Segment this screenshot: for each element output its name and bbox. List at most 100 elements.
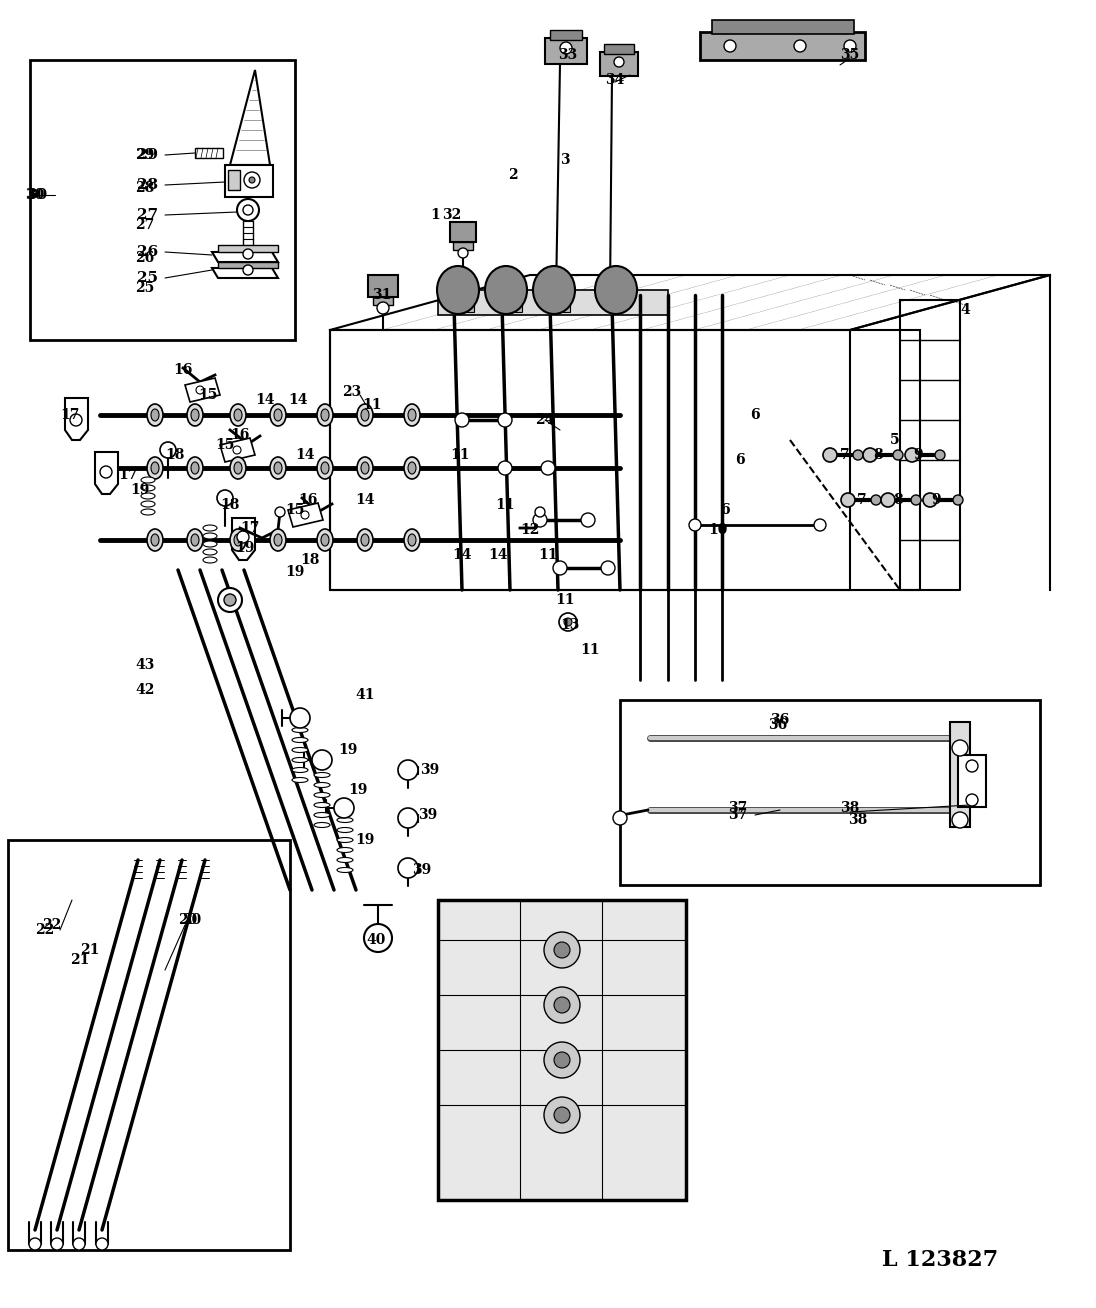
Ellipse shape xyxy=(187,404,203,426)
Bar xyxy=(600,52,638,76)
Text: 25: 25 xyxy=(136,281,155,296)
Bar xyxy=(228,170,240,190)
Ellipse shape xyxy=(147,404,163,426)
Ellipse shape xyxy=(313,763,330,768)
Text: 13: 13 xyxy=(560,617,580,632)
Circle shape xyxy=(275,508,285,517)
Ellipse shape xyxy=(292,718,308,722)
Text: 19: 19 xyxy=(130,483,150,497)
Circle shape xyxy=(564,617,572,627)
Circle shape xyxy=(689,519,701,531)
Circle shape xyxy=(553,997,570,1012)
Circle shape xyxy=(954,494,963,505)
Text: 7: 7 xyxy=(857,493,867,508)
Polygon shape xyxy=(230,71,270,165)
Circle shape xyxy=(312,749,332,770)
Ellipse shape xyxy=(203,542,217,547)
Text: 26: 26 xyxy=(137,245,159,259)
Circle shape xyxy=(544,988,580,1023)
Circle shape xyxy=(544,1097,580,1133)
Ellipse shape xyxy=(313,812,330,818)
Circle shape xyxy=(553,942,570,957)
Bar xyxy=(330,330,920,590)
Circle shape xyxy=(196,386,204,394)
Circle shape xyxy=(224,594,236,606)
Ellipse shape xyxy=(336,867,353,872)
Text: 7: 7 xyxy=(841,449,849,462)
Circle shape xyxy=(96,1237,109,1250)
Text: 14: 14 xyxy=(488,548,507,562)
Circle shape xyxy=(553,561,567,576)
Circle shape xyxy=(553,1107,570,1124)
Ellipse shape xyxy=(408,409,416,421)
Circle shape xyxy=(100,466,112,477)
Ellipse shape xyxy=(317,404,333,426)
Ellipse shape xyxy=(151,462,159,473)
Text: 36: 36 xyxy=(768,718,788,732)
Circle shape xyxy=(601,561,615,576)
Text: 16: 16 xyxy=(298,493,318,508)
Ellipse shape xyxy=(147,528,163,551)
Bar xyxy=(453,242,473,250)
Text: 36: 36 xyxy=(770,713,789,727)
Text: 38: 38 xyxy=(841,800,859,815)
Text: 8: 8 xyxy=(874,449,882,462)
Circle shape xyxy=(249,177,255,183)
Ellipse shape xyxy=(270,404,286,426)
Ellipse shape xyxy=(141,509,155,515)
Text: 30: 30 xyxy=(25,188,45,201)
Ellipse shape xyxy=(191,462,199,473)
Bar xyxy=(502,292,522,313)
Ellipse shape xyxy=(274,534,282,545)
Text: 21: 21 xyxy=(70,954,90,967)
Circle shape xyxy=(237,531,249,543)
Ellipse shape xyxy=(317,528,333,551)
Bar xyxy=(30,60,295,340)
Text: 17: 17 xyxy=(118,468,138,483)
Ellipse shape xyxy=(313,773,330,777)
Text: 28: 28 xyxy=(137,178,159,192)
Ellipse shape xyxy=(313,782,330,787)
Circle shape xyxy=(458,249,468,258)
Text: 11: 11 xyxy=(450,449,470,462)
Bar xyxy=(550,292,570,313)
Ellipse shape xyxy=(321,409,329,421)
Circle shape xyxy=(233,446,241,454)
Circle shape xyxy=(243,205,253,215)
Circle shape xyxy=(398,858,418,878)
Circle shape xyxy=(559,613,576,630)
Polygon shape xyxy=(232,518,255,560)
Circle shape xyxy=(290,708,310,729)
Circle shape xyxy=(398,760,418,780)
Text: 19: 19 xyxy=(355,833,375,848)
Circle shape xyxy=(893,450,903,460)
Text: 40: 40 xyxy=(366,933,386,947)
Circle shape xyxy=(952,812,968,828)
Text: 14: 14 xyxy=(295,449,315,462)
Bar xyxy=(368,275,398,297)
Ellipse shape xyxy=(151,409,159,421)
Bar xyxy=(438,290,667,315)
Bar xyxy=(398,766,418,774)
Text: 19: 19 xyxy=(339,743,357,757)
Bar xyxy=(700,31,865,60)
Text: 18: 18 xyxy=(300,553,320,566)
Text: 5: 5 xyxy=(890,433,900,447)
Ellipse shape xyxy=(357,404,373,426)
Text: 6: 6 xyxy=(750,408,760,422)
Ellipse shape xyxy=(187,456,203,479)
Text: 14: 14 xyxy=(355,493,375,508)
Circle shape xyxy=(217,490,233,506)
Ellipse shape xyxy=(151,534,159,545)
Text: 39: 39 xyxy=(419,808,437,821)
Text: 17: 17 xyxy=(240,521,260,535)
Text: 26: 26 xyxy=(136,251,155,266)
Text: 18: 18 xyxy=(220,498,240,511)
Circle shape xyxy=(724,41,737,52)
Ellipse shape xyxy=(203,525,217,531)
Circle shape xyxy=(498,460,512,475)
Circle shape xyxy=(237,199,259,221)
Text: 30: 30 xyxy=(27,188,48,201)
Ellipse shape xyxy=(321,534,329,545)
Text: 1: 1 xyxy=(430,208,439,222)
